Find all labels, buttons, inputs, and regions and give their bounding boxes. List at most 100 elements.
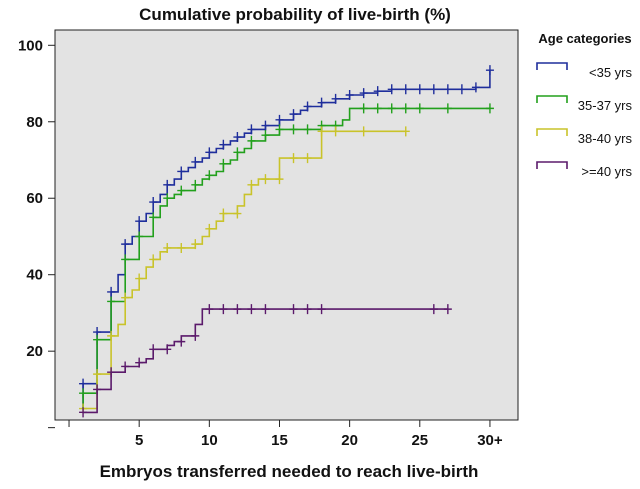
series-4: [79, 304, 452, 418]
censor-mark: [163, 193, 172, 204]
censor-mark: [191, 330, 200, 341]
censor-mark: [401, 126, 410, 137]
censor-mark: [79, 378, 88, 389]
y-tick-label: 60: [26, 190, 43, 207]
censor-mark: [107, 296, 116, 307]
censor-mark: [219, 208, 228, 219]
legend-label: 38-40 yrs: [578, 131, 633, 146]
censor-mark: [121, 361, 130, 372]
censor-mark: [317, 304, 326, 315]
x-axis-label: Embryos transferred needed to reach live…: [100, 462, 479, 481]
legend-item: <35 yrs: [536, 62, 632, 80]
chart-title: Cumulative probability of live-birth (%): [139, 5, 451, 24]
censor-mark: [303, 153, 312, 164]
censor-mark: [163, 242, 172, 253]
censor-mark: [331, 93, 340, 104]
legend: Age categories <35 yrs 35-37 yrs 38-40 yrs…: [536, 31, 633, 179]
plot-area: [54, 29, 519, 421]
censor-mark: [457, 84, 466, 95]
series-3: [79, 126, 410, 414]
censor-mark: [121, 239, 130, 250]
censor-mark: [135, 216, 144, 227]
series-layer: [79, 65, 494, 418]
censor-mark: [149, 344, 158, 355]
y-tick-label: 20: [26, 343, 43, 360]
legend-label: 35-37 yrs: [578, 98, 633, 113]
censor-mark: [359, 126, 368, 137]
censor-mark: [401, 84, 410, 95]
censor-mark: [359, 88, 368, 99]
censor-mark: [233, 132, 242, 143]
censor-mark: [429, 84, 438, 95]
legend-label: >=40 yrs: [581, 164, 632, 179]
censor-mark: [275, 174, 284, 185]
censor-mark: [163, 344, 172, 355]
censor-mark: [429, 304, 438, 315]
censor-mark: [107, 286, 116, 297]
censor-mark: [289, 153, 298, 164]
x-tick-label: 5: [135, 432, 143, 449]
censor-mark: [471, 82, 480, 93]
censor-mark: [191, 156, 200, 167]
censor-mark: [191, 179, 200, 190]
censor-mark: [135, 357, 144, 368]
censor-mark: [247, 124, 256, 135]
censor-mark: [205, 223, 214, 234]
censor-mark: [121, 254, 130, 265]
censor-mark: [345, 90, 354, 100]
censor-mark: [303, 101, 312, 112]
legend-swatch: [536, 161, 568, 169]
x-tick-label: 30+: [477, 432, 503, 449]
censor-mark: [275, 114, 284, 125]
censor-mark: [247, 135, 256, 146]
censor-mark: [317, 126, 326, 137]
censor-mark: [79, 407, 88, 418]
censor-mark: [219, 139, 228, 150]
censor-mark: [79, 388, 88, 399]
censor-mark: [261, 174, 270, 185]
censor-mark: [177, 242, 186, 253]
censor-mark: [177, 336, 186, 347]
censor-mark: [443, 84, 452, 95]
y-tick-label: 80: [26, 114, 43, 131]
censor-mark: [149, 212, 158, 223]
censor-mark: [275, 124, 284, 135]
censor-mark: [233, 304, 242, 315]
censor-mark: [247, 179, 256, 190]
y-tick-label: 40: [26, 267, 43, 284]
censor-mark: [387, 84, 396, 95]
censor-mark: [107, 367, 116, 378]
legend-label: <35 yrs: [589, 65, 632, 80]
censor-mark: [107, 330, 116, 341]
censor-mark: [261, 304, 270, 315]
censor-mark: [289, 124, 298, 135]
censor-mark: [135, 231, 144, 242]
x-tick-label: 25: [411, 432, 428, 449]
censor-mark: [93, 369, 102, 380]
legend-swatch: [536, 128, 568, 136]
censor-mark: [261, 130, 270, 141]
censor-mark: [387, 103, 396, 114]
censor-mark: [373, 86, 382, 97]
censor-mark: [303, 124, 312, 135]
censor-mark: [233, 147, 242, 158]
censor-mark: [359, 103, 368, 114]
censor-mark: [177, 166, 186, 177]
censor-mark: [415, 84, 424, 95]
censor-mark: [331, 126, 340, 137]
x-tick-label: 10: [201, 432, 218, 449]
censor-mark: [121, 292, 130, 303]
x-tick-label: 15: [271, 432, 288, 449]
legend-title: Age categories: [538, 31, 631, 46]
censor-mark: [373, 103, 382, 114]
axes: 5 10 15 20 25 30+ 20 40 60 80 100: [18, 37, 503, 449]
censor-mark: [205, 147, 214, 158]
censor-mark: [219, 304, 228, 315]
legend-item: >=40 yrs: [536, 161, 632, 179]
censor-mark: [205, 304, 214, 315]
censor-mark: [149, 197, 158, 208]
censor-mark: [233, 208, 242, 219]
censor-mark: [163, 179, 172, 190]
censor-mark: [289, 304, 298, 315]
